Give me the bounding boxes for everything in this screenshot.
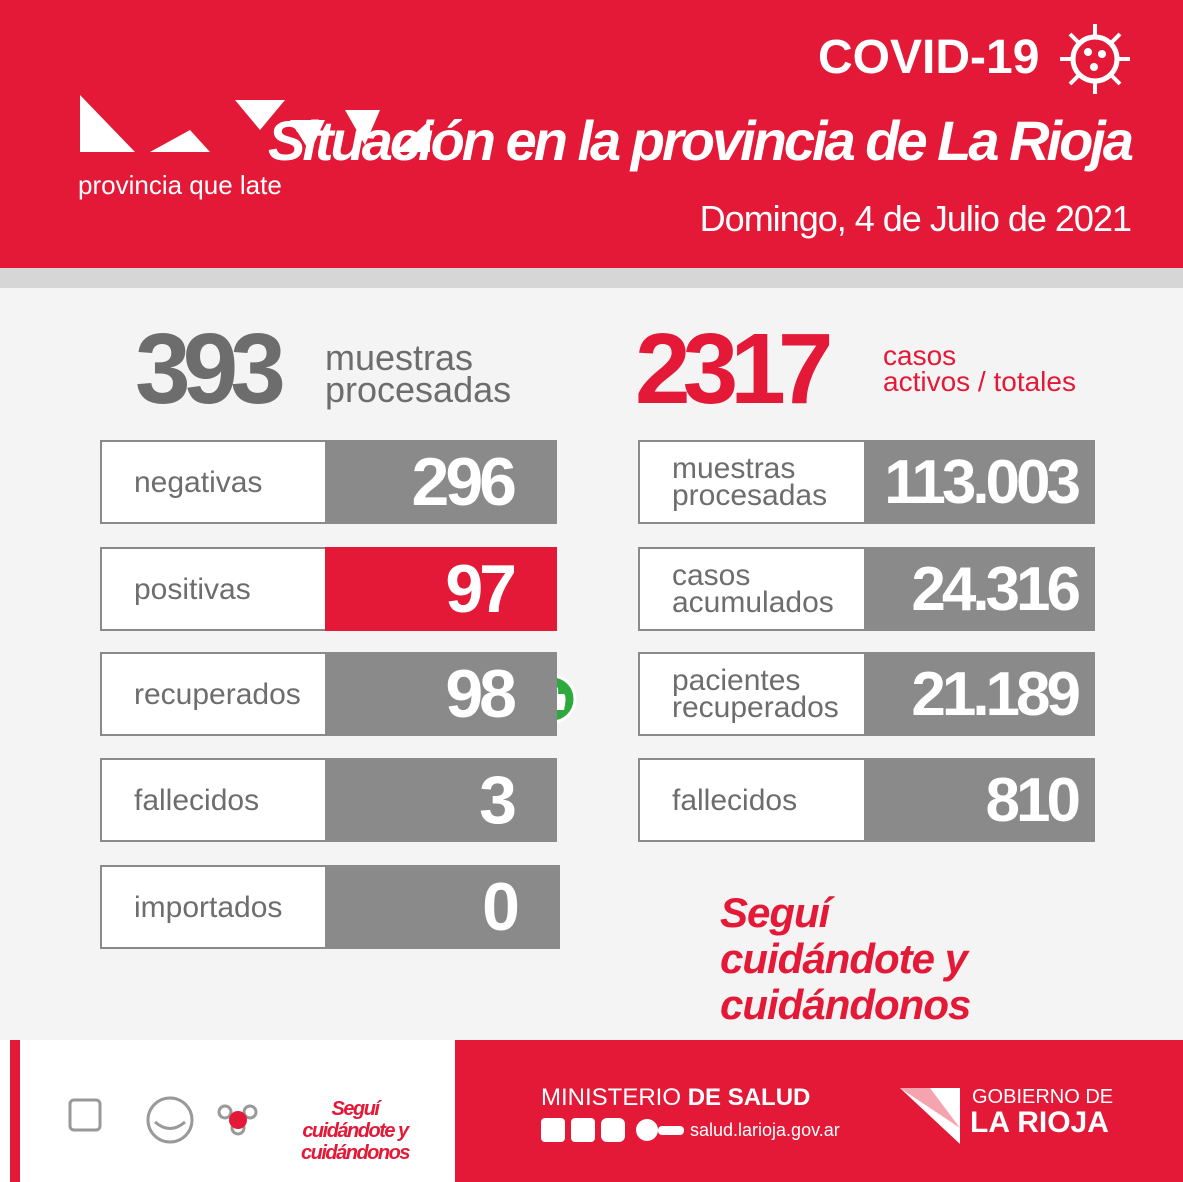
daily-row: negativas 296	[100, 440, 557, 524]
website: salud.larioja.gov.ar	[690, 1120, 840, 1140]
row-value: 113.003	[864, 440, 1095, 524]
slogan: Seguí cuidándote y cuidándonos	[720, 889, 971, 1028]
cumulative-row: casos acumulados 24.316	[638, 547, 1095, 631]
row-label: positivas	[134, 572, 251, 606]
row-label: fallecidos	[134, 783, 260, 817]
footer-slogan: Seguí cuidándote y cuidándonos	[301, 1098, 410, 1164]
daily-row: recuperados 98	[100, 652, 557, 736]
row-value: 3	[325, 758, 557, 842]
ministry-line: DE SALUD	[687, 1084, 811, 1111]
covid-badge: COVID-19	[818, 31, 1040, 84]
cumulative-row: pacientes recuperados 21.189	[638, 652, 1095, 736]
row-label: pacientes recuperados	[672, 664, 839, 724]
cumulative-total: 2317	[635, 313, 833, 425]
daily-row: fallecidos 3	[100, 758, 557, 842]
cumulative-row: fallecidos 810	[638, 758, 1095, 842]
row-value: 98	[325, 652, 557, 736]
footer-right	[455, 1040, 1183, 1182]
cumulative-row: muestras procesadas 113.003	[638, 440, 1095, 524]
row-label: negativas	[134, 465, 263, 499]
footer-accent	[10, 1040, 20, 1182]
row-label: importados	[134, 890, 283, 924]
daily-row: importados 0	[100, 865, 560, 949]
row-value: 21.189	[864, 652, 1095, 736]
title: Situación en la provincia de La Rioja	[267, 109, 1134, 172]
daily-row: positivas 97	[100, 547, 557, 631]
footer-left	[0, 1040, 455, 1182]
row-label: recuperados	[134, 677, 301, 711]
gov-line: GOBIERNO DE	[972, 1086, 1114, 1108]
logo	[80, 95, 430, 152]
row-value: 0	[325, 865, 560, 949]
cumulative-label: casos activos / totales	[883, 340, 1076, 397]
ministry: MINISTERIO DE SALUD	[541, 1084, 810, 1112]
row-value: 24.316	[864, 547, 1095, 631]
header	[0, 0, 1183, 268]
virus-icon	[1060, 24, 1130, 94]
label-line: casos	[883, 340, 957, 371]
row-value: 810	[864, 758, 1095, 842]
gov-logo	[900, 1088, 960, 1144]
care-icons	[68, 1096, 258, 1144]
row-label: fallecidos	[672, 783, 798, 817]
header-band	[0, 268, 1183, 288]
daily-total: 393	[135, 313, 286, 425]
date: Domingo, 4 de Julio de 2021	[699, 198, 1132, 239]
gov-line: LA RIOJA	[970, 1106, 1109, 1139]
logo-tagline: provincia que late	[78, 170, 282, 200]
row-label: muestras procesadas	[672, 452, 828, 512]
ministry-line: MINISTERIO	[541, 1084, 682, 1111]
social-icons	[541, 1118, 684, 1142]
daily-total-label: muestras procesadas	[325, 337, 512, 410]
row-value: 97	[325, 547, 557, 631]
row-value: 296	[325, 440, 557, 524]
label-line: activos / totales	[883, 366, 1076, 397]
row-label: casos acumulados	[672, 559, 834, 619]
